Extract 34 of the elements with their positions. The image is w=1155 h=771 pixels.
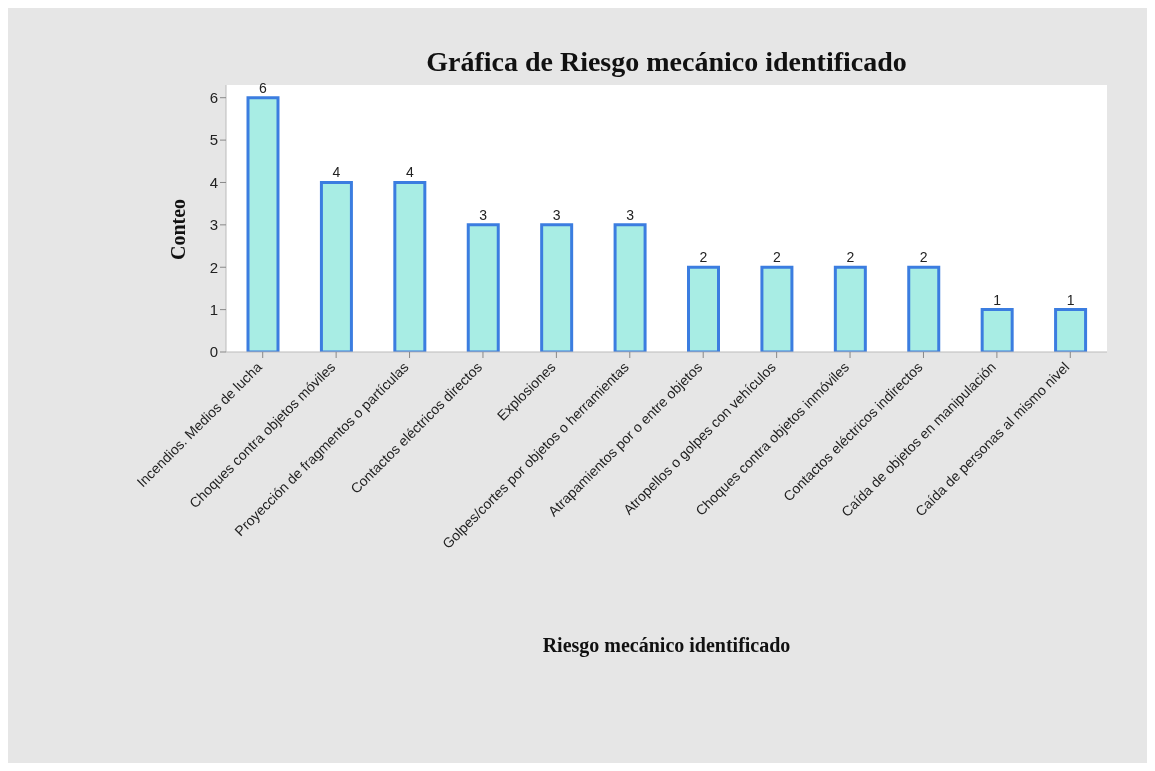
data-label: 1 — [993, 291, 1002, 308]
data-label: 4 — [405, 164, 414, 181]
bar — [687, 265, 720, 352]
x-axis-title: Riesgo mecánico identificado — [541, 634, 792, 657]
bar — [540, 223, 574, 352]
data-label: 3 — [552, 206, 561, 223]
data-label: 2 — [919, 249, 928, 266]
y-tick-label: 4 — [209, 173, 218, 191]
bar — [760, 265, 794, 352]
data-label: 3 — [626, 206, 635, 223]
bar — [246, 96, 280, 352]
bar — [980, 308, 1014, 352]
data-label: 2 — [773, 249, 782, 266]
y-tick-label: 0 — [209, 343, 218, 361]
bar — [613, 223, 647, 352]
data-label: 4 — [332, 164, 341, 181]
data-label: 6 — [259, 79, 268, 96]
y-tick-label: 5 — [209, 131, 218, 149]
data-label: 2 — [846, 249, 855, 266]
bar — [907, 265, 941, 352]
data-label: 3 — [479, 206, 488, 223]
bar — [1054, 308, 1088, 352]
y-axis-title: Conteo — [166, 197, 190, 263]
data-label: 1 — [1066, 291, 1075, 308]
y-tick-label: 3 — [209, 216, 218, 234]
bar — [833, 265, 867, 352]
chart-title: Gráfica de Riesgo mecánico identificado — [425, 46, 908, 78]
y-tick-label: 6 — [209, 89, 218, 107]
y-tick-label: 2 — [209, 258, 218, 276]
bar — [319, 180, 353, 352]
data-label: 2 — [699, 249, 708, 266]
y-tick-label: 1 — [209, 300, 218, 318]
bar — [466, 223, 500, 352]
bar — [393, 180, 427, 352]
